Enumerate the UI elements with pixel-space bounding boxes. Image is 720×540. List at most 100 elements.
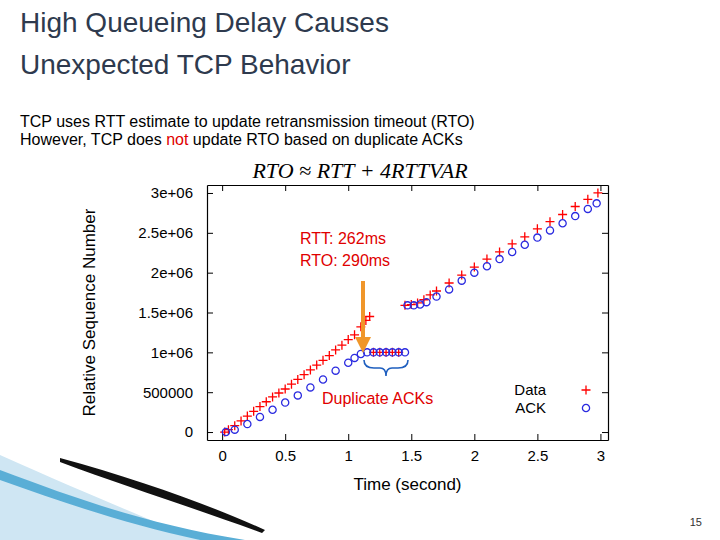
point	[471, 269, 478, 276]
subtitle-segment: not	[166, 131, 189, 148]
point	[559, 220, 566, 227]
point-symbol	[294, 392, 301, 399]
point-symbol	[365, 312, 374, 321]
point-symbol	[583, 195, 592, 204]
tick-mark	[348, 185, 349, 191]
decoration	[0, 455, 265, 540]
point	[231, 426, 238, 433]
tick	[222, 185, 223, 191]
tick	[348, 185, 349, 191]
tick	[537, 185, 538, 191]
point	[319, 376, 326, 383]
tick-label: 0	[185, 423, 193, 440]
point-symbol	[446, 286, 453, 293]
point-symbol	[231, 426, 238, 433]
legend-marker	[582, 404, 589, 411]
point	[350, 330, 359, 339]
legend-label: Data	[514, 381, 546, 398]
point-symbol	[496, 256, 503, 263]
subtitle-line: TCP uses RTT estimate to update retransm…	[20, 113, 475, 130]
legend-symbol	[582, 386, 591, 395]
point	[307, 384, 314, 391]
point-symbol	[287, 380, 296, 389]
tick: 1e+06	[151, 344, 213, 361]
axis-line	[208, 440, 609, 441]
point-symbol	[268, 392, 277, 401]
point-symbol	[350, 330, 359, 339]
tick-mark	[207, 352, 213, 353]
legend: DataACK	[514, 381, 590, 416]
point	[294, 392, 301, 399]
point-symbol	[269, 406, 276, 413]
point	[282, 399, 289, 406]
point	[269, 406, 276, 413]
point-symbol	[545, 217, 554, 226]
y-axis-title: Relative Sequence Number	[80, 208, 99, 416]
legend-label: ACK	[515, 399, 546, 416]
point-symbol	[345, 359, 352, 366]
tick-label: 0.5	[275, 447, 296, 464]
x-axis-top	[208, 185, 609, 191]
point-symbol	[533, 224, 542, 233]
point	[365, 312, 374, 321]
y-axis-right	[602, 186, 609, 441]
legend-marker	[582, 386, 591, 395]
page-number: 15	[690, 516, 702, 528]
plot-area	[220, 188, 602, 436]
tick: 3	[597, 434, 605, 464]
tick	[602, 392, 608, 393]
tick-mark	[474, 185, 475, 191]
point	[593, 200, 600, 207]
point	[521, 241, 528, 248]
point	[458, 277, 465, 284]
point	[300, 370, 309, 379]
point-symbol	[401, 349, 408, 356]
point-symbol	[307, 384, 314, 391]
point-symbol	[300, 370, 309, 379]
point-symbol	[558, 210, 567, 219]
tick-label: 1e+06	[151, 344, 193, 361]
x-axis: 00.511.522.53	[208, 434, 609, 464]
legend-item: Data	[514, 381, 590, 398]
point	[222, 428, 229, 435]
point	[423, 299, 430, 306]
legend-symbol	[582, 404, 589, 411]
point-symbol	[593, 188, 602, 197]
tick-mark	[411, 185, 412, 191]
point-symbol	[255, 402, 264, 411]
tick: 3e+06	[151, 184, 213, 201]
point	[293, 375, 302, 384]
point	[243, 412, 252, 421]
tick-label: 2	[471, 447, 479, 464]
tick-mark	[285, 185, 286, 191]
point-symbol	[559, 220, 566, 227]
point	[593, 188, 602, 197]
subtitle-segment: TCP uses RTT estimate to update retransm…	[20, 113, 475, 130]
slide: High Queueing Delay CausesUnexpected TCP…	[0, 0, 720, 540]
tick-label: 2.5	[527, 447, 548, 464]
tick-label: 3	[597, 447, 605, 464]
legend-item: ACK	[515, 399, 589, 416]
point-symbol	[546, 227, 553, 234]
point-symbol	[293, 375, 302, 384]
tick-label: 2e+06	[151, 264, 193, 281]
swoosh-black	[60, 458, 265, 533]
tick-mark	[222, 185, 223, 191]
title-line: High Queueing Delay Causes	[20, 7, 389, 38]
point-symbol	[319, 356, 328, 365]
point	[344, 335, 353, 344]
point	[274, 388, 283, 397]
tick: 1.5e+06	[138, 304, 213, 321]
point-symbol	[423, 299, 430, 306]
tick: 1.5	[401, 434, 422, 464]
arrow	[361, 281, 365, 345]
point	[268, 392, 277, 401]
point-symbol	[331, 345, 340, 354]
tick	[602, 432, 608, 433]
point	[534, 234, 541, 241]
point	[446, 286, 453, 293]
tick-mark	[600, 185, 601, 191]
point-symbol	[306, 365, 315, 374]
point-symbol	[262, 397, 271, 406]
point	[319, 356, 328, 365]
